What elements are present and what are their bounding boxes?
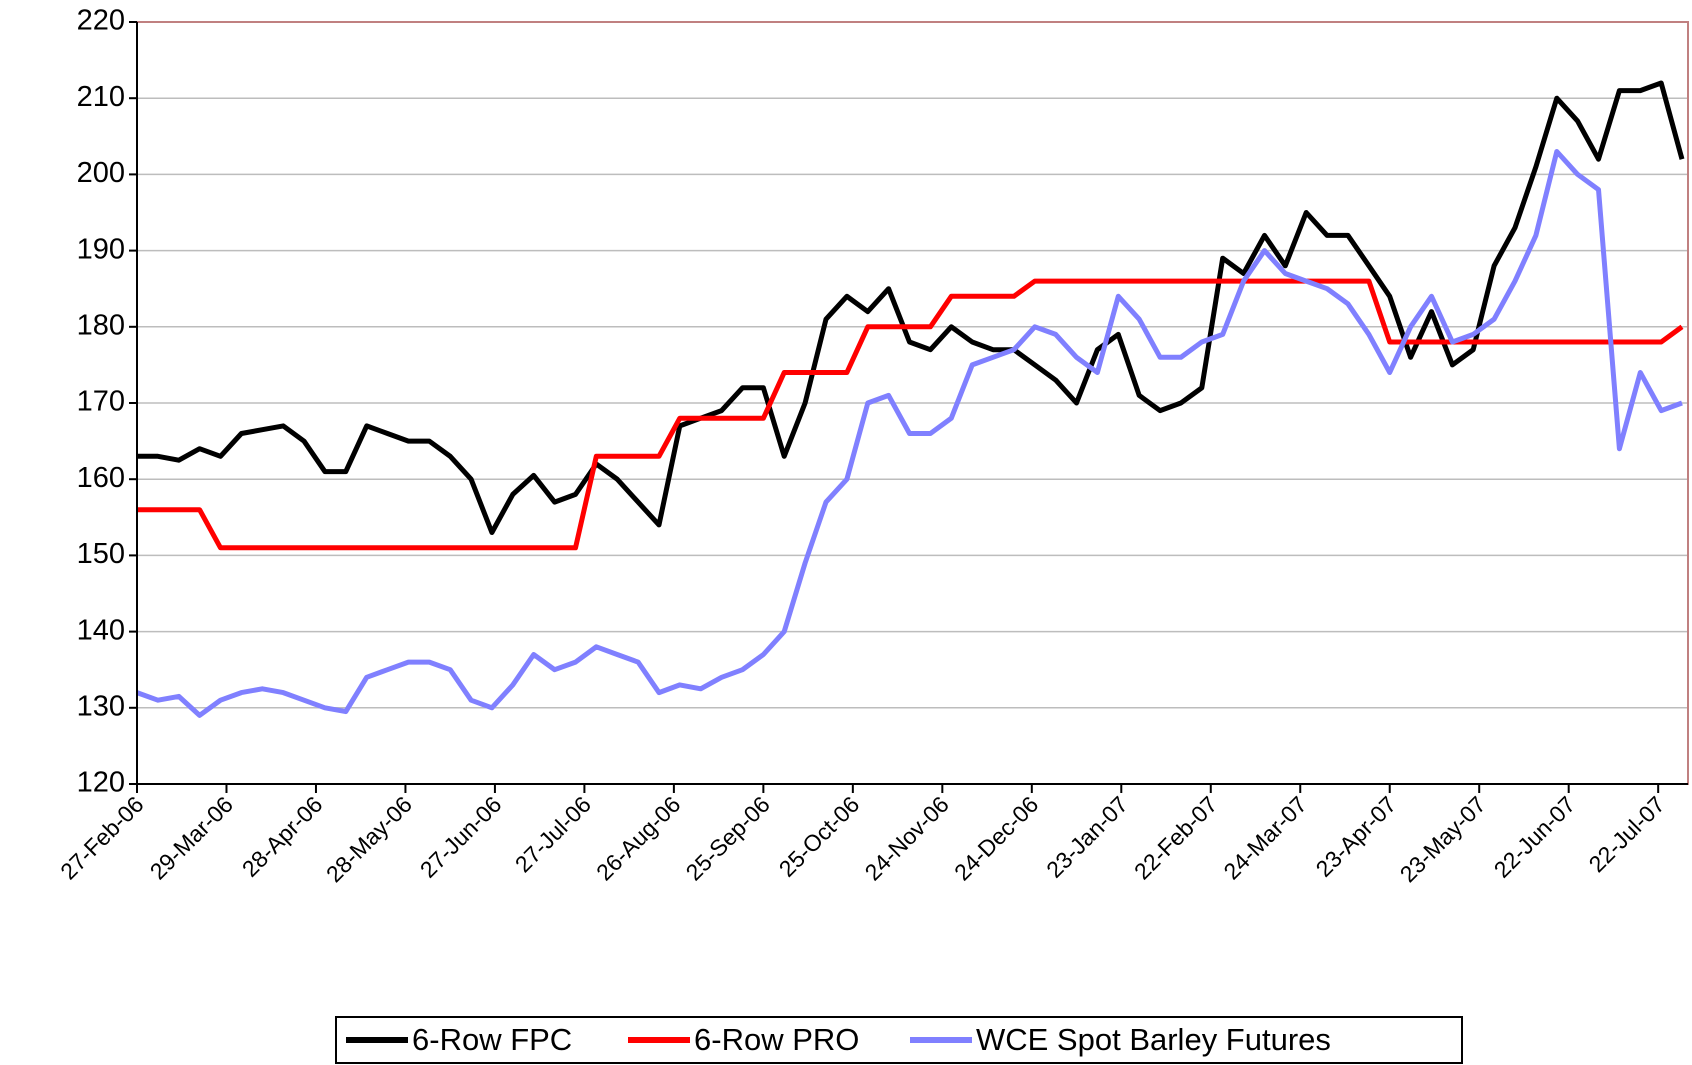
series-line <box>136 149 1683 718</box>
legend-items: 6-Row FPC 6-Row PRO WCE Spot Barley Future… <box>346 1022 1331 1057</box>
y-tick-label: 220 <box>77 5 125 37</box>
y-tick-label: 120 <box>77 767 125 799</box>
y-tick-label: 210 <box>77 81 125 113</box>
y-tick-label: 170 <box>77 386 125 418</box>
y-tick-label: 190 <box>77 233 125 265</box>
y-tick-label: 130 <box>77 690 125 722</box>
y-tick-label: 160 <box>77 462 125 494</box>
legend-label: 6-Row PRO <box>694 1022 859 1057</box>
series-line <box>137 278 1684 551</box>
legend-label: 6-Row FPC <box>412 1022 572 1057</box>
y-tick-label: 200 <box>77 157 125 189</box>
legend-label: WCE Spot Barley Futures <box>976 1022 1331 1057</box>
legend <box>335 1016 1463 1064</box>
y-tick-label: 180 <box>77 309 125 341</box>
y-tick-label: 150 <box>77 538 125 570</box>
y-tick-label: 140 <box>77 614 125 646</box>
series-line <box>137 80 1685 535</box>
lines <box>136 80 1685 718</box>
